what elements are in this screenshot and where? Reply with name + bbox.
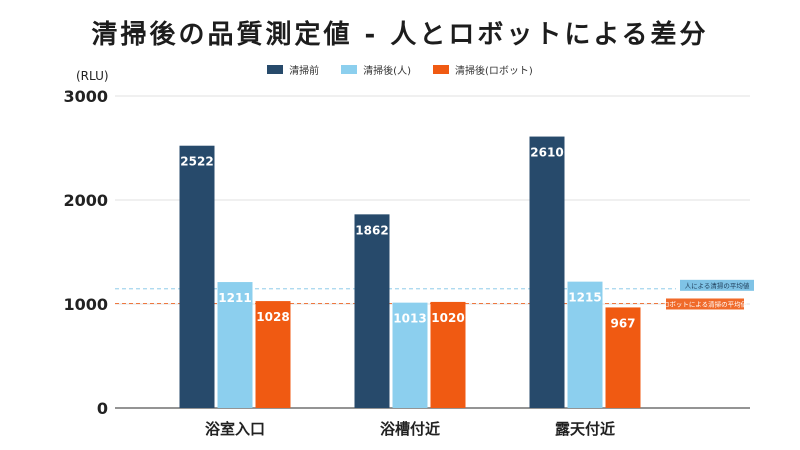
legend-label-human: 清掃後(人) [363, 66, 411, 77]
bar-value-label: 1020 [431, 311, 464, 325]
legend-swatch-human [341, 65, 358, 74]
bar [529, 136, 565, 408]
y-tick-label: 3000 [63, 87, 108, 106]
bar [430, 301, 466, 408]
bar [605, 307, 641, 408]
bar-value-label: 2522 [180, 155, 213, 169]
y-tick-label: 1000 [63, 295, 108, 314]
chart-title: 清掃後の品質測定値 - 人とロボットによる差分 [91, 20, 709, 50]
legend-label-before: 清掃前 [289, 66, 320, 77]
bar [354, 214, 390, 408]
bar-value-label: 1028 [256, 310, 289, 324]
reference-line-badge [680, 279, 754, 291]
bar-value-label: 1862 [355, 223, 388, 237]
bar [179, 145, 215, 408]
reference-line-label: ロボットによる清掃の平均値 [663, 299, 748, 308]
bar-value-label: 2610 [530, 146, 563, 160]
legend-swatch-before [267, 65, 284, 74]
bar-value-label: 1215 [568, 291, 601, 305]
bar-value-label: 1013 [393, 312, 426, 326]
x-category-label: 浴槽付近 [380, 420, 440, 438]
legend-item-before: 清掃前 [267, 62, 319, 77]
reference-line-label: 人による清掃の平均値 [685, 281, 750, 290]
x-category-label: 露天付近 [555, 420, 615, 438]
legend: 清掃前 清掃後(人) 清掃後(ロボット) [0, 62, 800, 77]
bar-value-label: 967 [610, 316, 635, 330]
legend-swatch-robot [433, 65, 449, 74]
reference-line-badge [666, 298, 744, 310]
y-tick-label: 2000 [63, 191, 108, 210]
y-axis-label: (RLU) [76, 69, 109, 83]
bar [392, 302, 428, 408]
bar [217, 282, 253, 408]
y-tick-label: 0 [97, 399, 108, 418]
legend-item-robot: 清掃後(ロボット) [433, 62, 533, 77]
bar-value-label: 1211 [218, 291, 251, 305]
legend-label-robot: 清掃後(ロボット) [455, 66, 533, 77]
bar [255, 301, 291, 408]
bar [567, 281, 603, 408]
x-category-label: 浴室入口 [205, 420, 265, 438]
legend-item-human: 清掃後(人) [341, 62, 411, 77]
